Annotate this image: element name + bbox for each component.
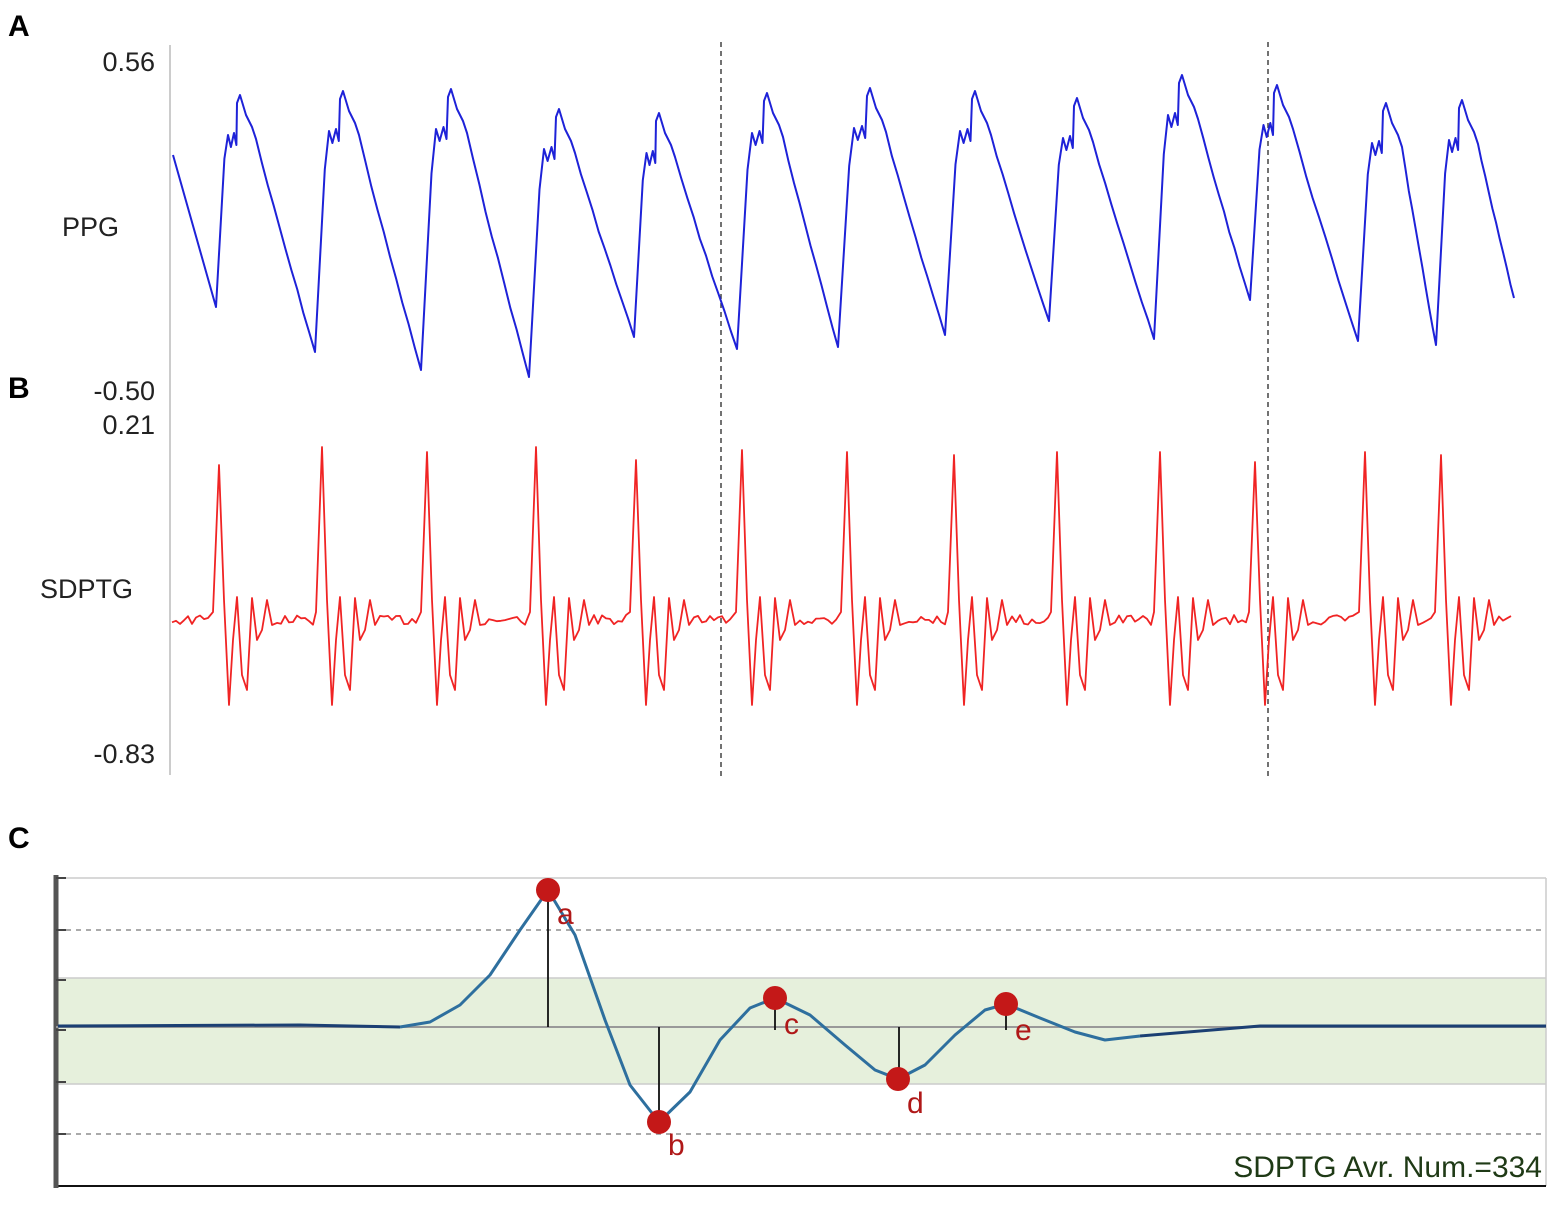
- point-b: [647, 1110, 671, 1134]
- point-a: [536, 878, 560, 902]
- panel-label-c: C: [8, 822, 30, 855]
- panel-label-b: B: [8, 372, 30, 405]
- normal-range-band: [56, 978, 1546, 1084]
- panel-c: a b c d e SDPTG Avr. Num.=334: [53, 875, 1547, 1188]
- point-label-b: b: [668, 1129, 685, 1162]
- wave-c-baseline-right: [1139, 1024, 1546, 1038]
- point-c: [763, 986, 787, 1010]
- ylabel-ppg: PPG: [62, 212, 119, 242]
- ppg-series-line: [172, 74, 1515, 378]
- point-label-a: a: [557, 898, 574, 931]
- panel-label-a: A: [8, 10, 30, 43]
- ytick-a-bottom: -0.50: [93, 376, 155, 406]
- ylabel-sdptg: SDPTG: [40, 574, 133, 604]
- wave-c-baseline-left: [57, 1023, 401, 1029]
- point-d: [886, 1067, 910, 1091]
- avr-num-annotation: SDPTG Avr. Num.=334: [1233, 1151, 1542, 1184]
- ytick-b-top: 0.21: [102, 410, 155, 440]
- point-label-e: e: [1015, 1014, 1032, 1047]
- ytick-a-top: 0.56: [102, 47, 155, 77]
- point-label-d: d: [907, 1087, 924, 1120]
- sdptg-series-line: [171, 446, 1512, 706]
- ytick-b-bottom: -0.83: [93, 739, 155, 769]
- point-e: [994, 992, 1018, 1016]
- point-label-c: c: [784, 1008, 799, 1041]
